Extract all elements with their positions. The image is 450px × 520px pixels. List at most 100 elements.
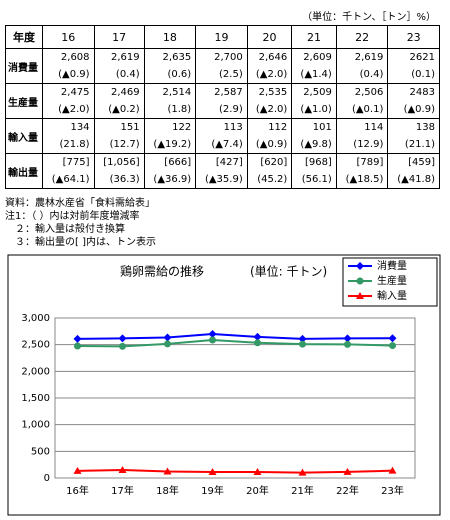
header-row: 年度 16 17 18 19 20 21 22 23 [5,25,440,49]
x-tick-label: 23年 [381,484,404,497]
header-cell: 23 [387,25,440,49]
marker [208,467,217,475]
marker [163,467,172,475]
header-cell: 年度 [5,25,43,49]
value-cell: [968] [291,153,337,171]
value-cell: 151 [93,118,145,136]
value-cell: 2,635 [143,48,197,66]
legend-label: 生産量 [377,274,407,287]
change-cell: (0.4) [335,66,389,84]
value-cell: 2,469 [93,83,145,101]
value-cell: [789] [335,153,389,171]
change-cell: (▲9.8) [291,136,337,154]
marker [253,468,262,476]
value-cell: 2,475 [42,83,95,101]
marker [73,334,82,343]
change-cell: (▲19.2) [143,136,197,154]
marker [356,292,364,299]
data-table: 年度 16 17 18 19 20 21 22 23 消費量 2,608 2,619 2,635 2,70… [5,25,440,189]
value-cell: [775] [42,153,95,171]
series-line [77,468,393,474]
marker [253,332,262,341]
marker [356,277,364,285]
value-row: 輸入量 134 151 122 113 112 101 114 138 [5,118,440,154]
change-cell: (0.6) [143,66,197,84]
change-cell: (21.1) [387,136,440,154]
value-cell: 2,587 [195,83,248,101]
value-cell: 2,506 [335,83,389,101]
value-cell: 138 [387,118,440,136]
marker [343,334,352,343]
notes: 資料：農林水産省「食料需給表」 注1：（ ）内は対前年度増減率 ２：輸入量は殻付き… [5,197,156,249]
value-cell: [1,056] [93,153,145,171]
change-cell: (36.3) [93,171,145,189]
marker [118,465,127,473]
x-tick-label: 20年 [246,484,269,497]
value-cell: 122 [143,118,197,136]
change-cell: (▲1.4) [291,66,337,84]
value-row: 消費量 2,608 2,619 2,635 2,700 2,646 2,609 2,619 26… [5,48,440,84]
row-label: 生産量 [5,83,43,119]
change-cell: (0.4) [93,66,145,84]
value-cell: 112 [246,118,293,136]
header-cell: 22 [335,25,389,49]
change-cell: (▲0.9) [387,101,440,119]
x-tick-label: 21年 [291,484,314,497]
marker [388,334,397,343]
marker [74,342,81,350]
marker [343,467,352,475]
legend-label: 輸入量 [377,289,407,302]
marker [298,468,307,476]
value-cell: [459] [387,153,440,171]
value-cell: 134 [42,118,95,136]
change-cell: (12.9) [335,136,389,154]
unit-label: （単位：千トン、［トン］%） [302,12,436,23]
change-cell: (▲0.1) [335,101,389,119]
value-row: 輸出量 [775] [1,056] [666] [427] [620] [968] [789]… [5,153,440,189]
marker [73,466,82,474]
header-cell: 21 [291,25,337,49]
change-cell: (2.5) [195,66,248,84]
marker [299,340,306,348]
change-cell: (▲1.0) [291,101,337,119]
change-cell: (12.7) [93,136,145,154]
x-tick-label: 16年 [66,484,89,497]
change-row: (▲2.0) (▲0.2) (1.8) (2.9) (▲2.0) (▲1.0) (▲0.1)… [6,101,440,119]
marker [163,333,172,342]
change-cell: (▲2.0) [246,101,293,119]
y-tick-label: 0 [44,473,50,484]
x-tick-label: 17年 [111,484,134,497]
change-row: (21.8) (12.7) (▲19.2) (▲7.4) (▲0.9) (▲9.8) (12… [6,136,440,154]
marker [208,330,217,338]
marker [254,339,261,347]
change-cell: (▲7.4) [195,136,248,154]
value-cell: 113 [195,118,248,136]
note: 資料：農林水産省「食料需給表」 [5,198,155,209]
y-tick-label: 500 [31,446,50,457]
y-tick-label: 2,000 [21,366,50,377]
value-cell: [620] [246,153,293,171]
marker [119,342,126,350]
value-cell: 2,646 [246,48,293,66]
note: ３：輸出量の[ ]内は、トン表示 [5,237,156,248]
value-cell: 2621 [387,48,440,66]
header-cell: 20 [246,25,293,49]
marker [298,334,307,343]
chart: 鶏卵需給の推移 (単位: 千トン) 0 500 1,000 1,500 2,000 2,5… [7,254,441,516]
y-tick-label: 2,500 [21,340,50,351]
marker [118,334,127,343]
change-cell: (▲36.9) [143,171,197,189]
change-cell: (0.1) [387,66,440,84]
header-cell: 16 [42,25,95,49]
change-cell: (▲18.5) [335,171,389,189]
series-line [77,339,393,348]
x-tick-label: 22年 [336,484,359,497]
change-cell: (▲0.2) [93,101,145,119]
y-tick-label: 1,000 [21,420,50,431]
change-row: (▲0.9) (0.4) (0.6) (2.5) (▲2.0) (▲1.4) (0.4) (0… [6,66,440,84]
x-tick-label: 19年 [201,484,224,497]
value-cell: 2,509 [291,83,337,101]
change-cell: (1.8) [143,101,197,119]
value-row: 生産量 2,475 2,469 2,514 2,587 2,535 2,509 2,506 24… [5,83,440,119]
change-cell: (▲2.0) [42,101,95,119]
